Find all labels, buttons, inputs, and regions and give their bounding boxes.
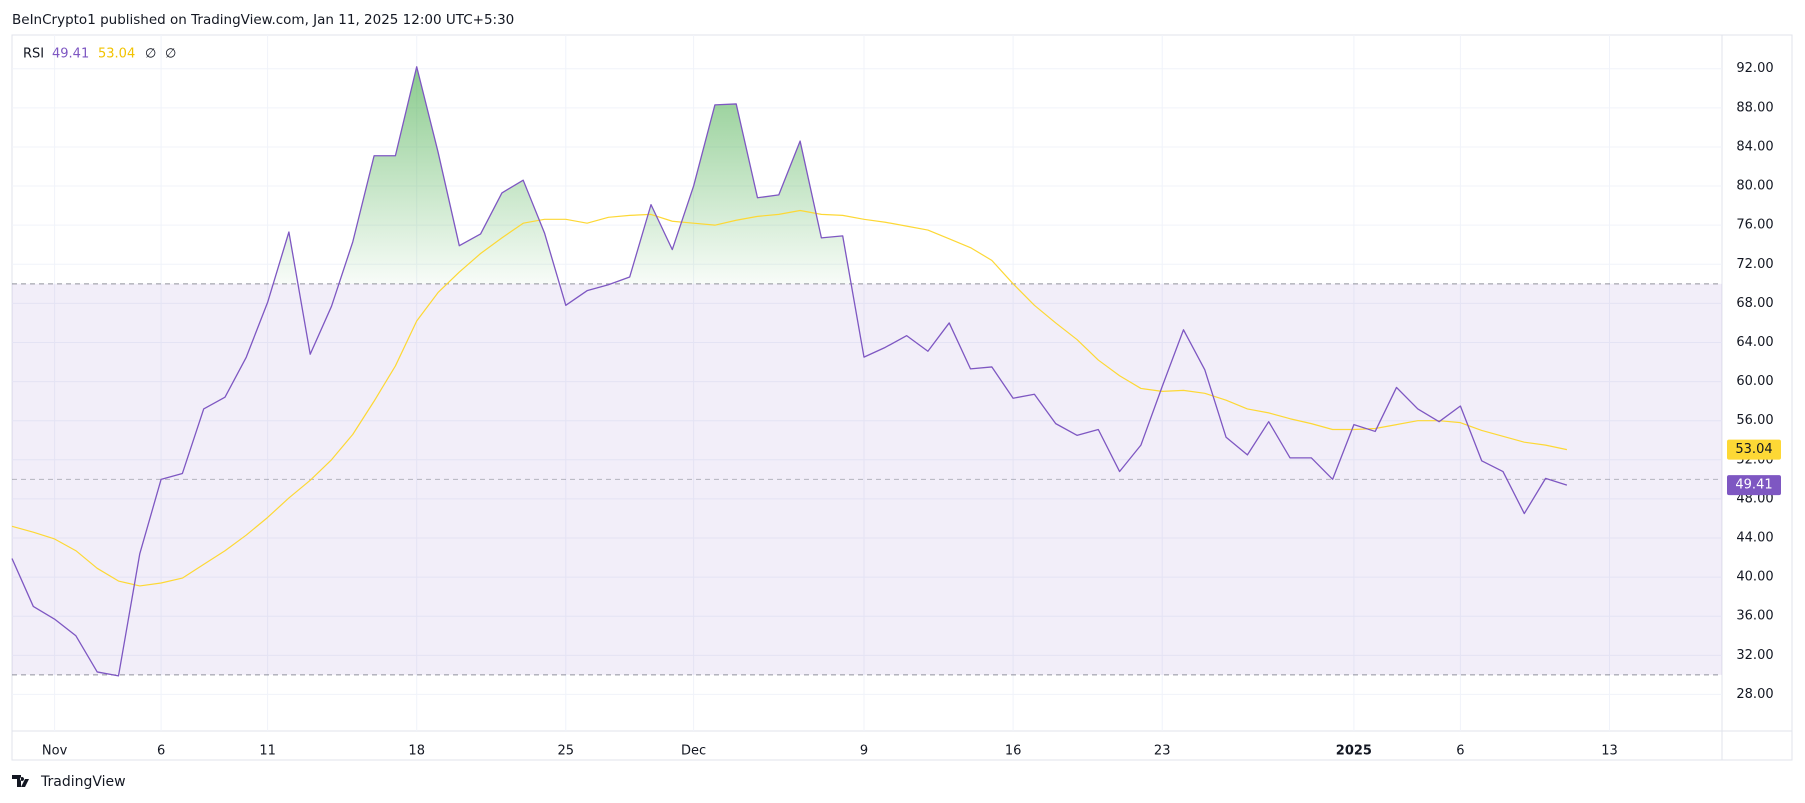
rsi-ma-line	[11, 209, 1568, 587]
y-tick-label: 48.00	[1736, 491, 1773, 506]
x-tick-label: 6	[1456, 744, 1464, 759]
y-tick-label: 80.00	[1736, 179, 1773, 194]
y-tick-label: 68.00	[1736, 296, 1773, 311]
x-tick-label: 23	[1154, 744, 1171, 759]
legend-extra: ∅	[145, 47, 156, 62]
y-tick-label: 56.00	[1736, 413, 1773, 428]
legend-rsi-value: 49.41	[52, 47, 89, 62]
price-badge	[1727, 475, 1781, 496]
brand-logo	[12, 775, 29, 787]
x-tick-label: 2025	[1336, 744, 1372, 759]
y-tick-label: 60.00	[1736, 374, 1773, 389]
brand-name: TradingView	[40, 774, 126, 790]
labels: 28.0032.0036.0040.0044.0048.0052.0056.00…	[42, 61, 1781, 759]
x-tick-label: 18	[408, 744, 425, 759]
y-tick-label: 36.00	[1736, 609, 1773, 624]
y-tick-label: 44.00	[1736, 531, 1773, 546]
x-tick-label: 16	[1005, 744, 1022, 759]
y-tick-label: 28.00	[1736, 687, 1773, 702]
plot	[11, 66, 1722, 677]
x-tick-label: 11	[259, 744, 276, 759]
y-tick-label: 84.00	[1736, 139, 1773, 154]
y-tick-label: 32.00	[1736, 648, 1773, 663]
price-badge-label: 49.41	[1735, 478, 1772, 493]
x-tick-label: Nov	[42, 744, 68, 759]
chart-frame	[11, 34, 1793, 761]
publisher-line: BeInCrypto1 published on TradingView.com…	[12, 12, 514, 28]
rsi-line	[11, 66, 1568, 677]
y-tick-label: 40.00	[1736, 570, 1773, 585]
brand: TradingView	[12, 774, 126, 790]
y-tick-label: 72.00	[1736, 257, 1773, 272]
legend-ma-value: 53.04	[98, 47, 135, 62]
price-badge	[1727, 439, 1781, 460]
legend: RSI 49.41 53.04 ∅ ∅	[23, 47, 176, 62]
legend-extra: ∅	[165, 47, 176, 62]
x-tick-label: 13	[1601, 744, 1618, 759]
price-badge-label: 53.04	[1735, 442, 1772, 457]
x-tick-label: Dec	[681, 744, 706, 759]
x-tick-label: 6	[157, 744, 165, 759]
x-tick-label: 9	[860, 744, 868, 759]
x-tick-label: 25	[558, 744, 575, 759]
y-tick-label: 88.00	[1736, 100, 1773, 115]
legend-indicator: RSI	[23, 47, 44, 62]
y-tick-label: 92.00	[1736, 61, 1773, 76]
overbought-fill	[273, 66, 852, 284]
y-tick-label: 76.00	[1736, 218, 1773, 233]
y-tick-label: 64.00	[1736, 335, 1773, 350]
